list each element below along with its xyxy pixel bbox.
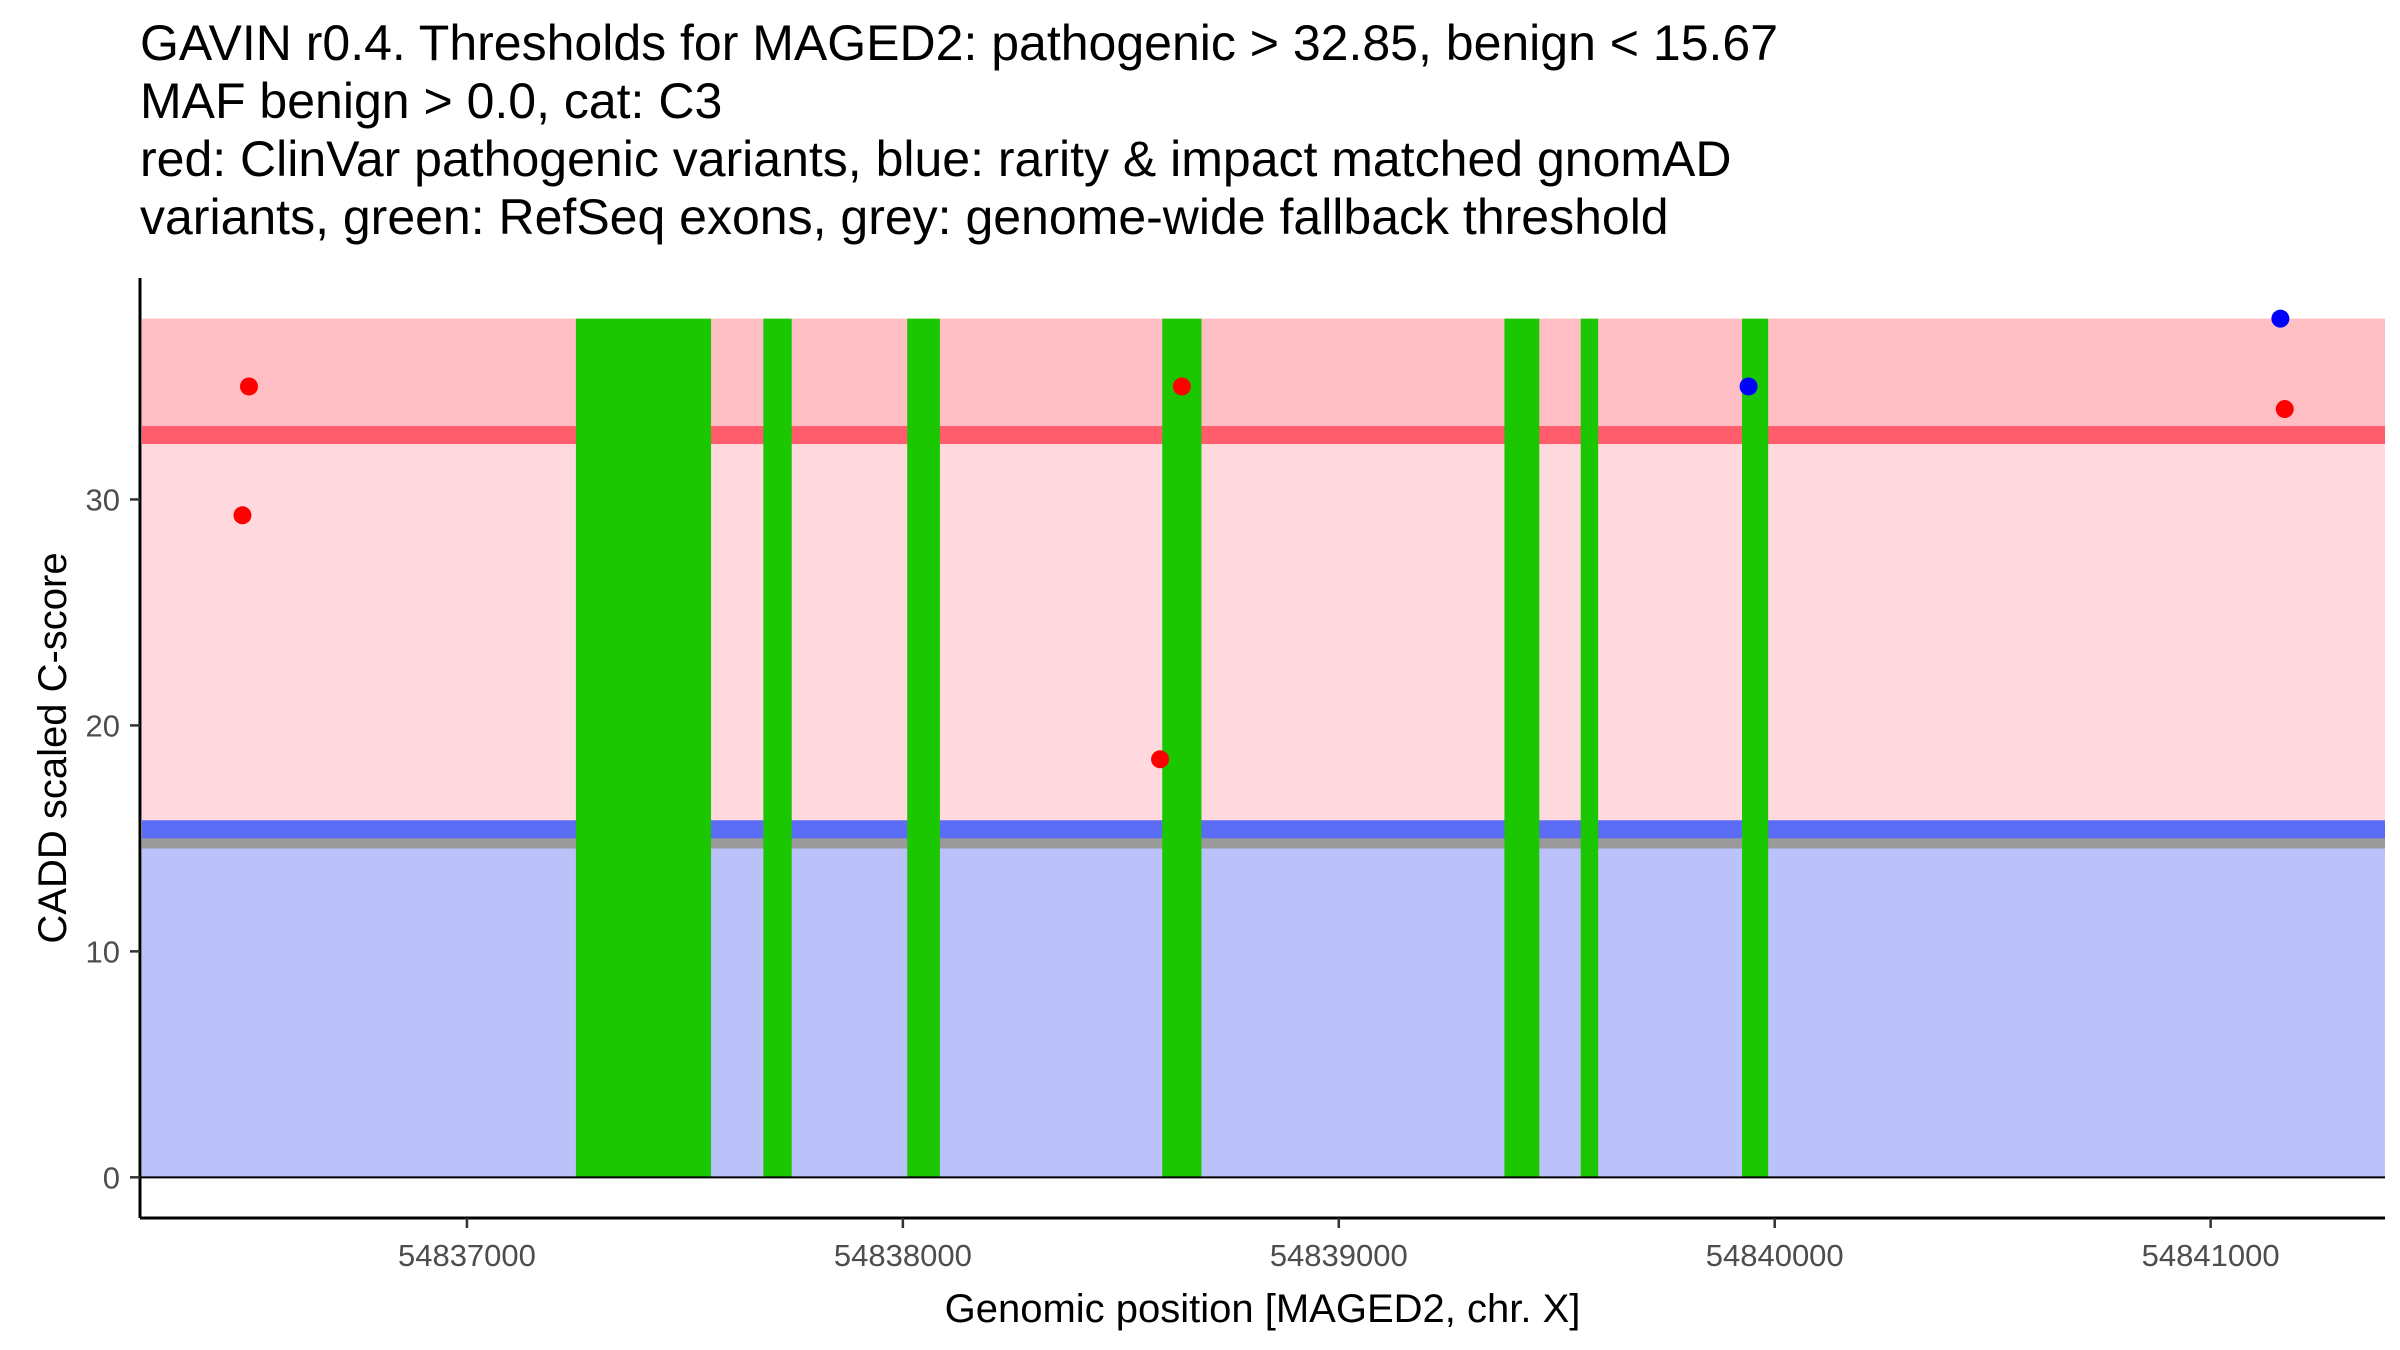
- y-axis-title: CADD scaled C-score: [31, 552, 75, 943]
- exon-bar-7: [1742, 318, 1769, 1178]
- threshold-regions: [142, 318, 2385, 1178]
- title-line-2: MAF benign > 0.0, cat: C3: [140, 73, 723, 129]
- y-tick-label-20: 20: [86, 708, 120, 743]
- clinvar-point-2: [233, 506, 252, 525]
- variant-points: [233, 309, 2294, 769]
- x-tick-label-2: 54838000: [834, 1238, 972, 1273]
- y-tick-label-0: 0: [103, 1160, 120, 1195]
- title-line-3: red: ClinVar pathogenic variants, blue: …: [140, 131, 1732, 187]
- clinvar-point-3: [1151, 750, 1170, 769]
- pathogenic-threshold-line: [142, 426, 2385, 445]
- y-tick-label-10: 10: [86, 934, 120, 969]
- chart-title: GAVIN r0.4. Thresholds for MAGED2: patho…: [140, 14, 2380, 246]
- x-axis-title: Genomic position [MAGED2, chr. X]: [945, 1287, 1581, 1331]
- clinvar-point-1: [239, 377, 258, 396]
- pathogenic-upper-band: [142, 318, 2385, 436]
- exon-bar-4: [1162, 318, 1202, 1178]
- x-tick-label-5: 54841000: [2142, 1238, 2280, 1273]
- gnomad-point-2: [2271, 309, 2290, 328]
- exon-bar-1: [575, 318, 712, 1178]
- exon-bar-3: [907, 318, 940, 1178]
- x-tick-label-1: 54837000: [398, 1238, 536, 1273]
- benign-band: [142, 823, 2385, 1178]
- x-tick-label-3: 54839000: [1270, 1238, 1408, 1273]
- title-line-1: GAVIN r0.4. Thresholds for MAGED2: patho…: [140, 15, 1779, 71]
- clinvar-point-4: [1172, 377, 1191, 396]
- title-line-4: variants, green: RefSeq exons, grey: gen…: [140, 189, 1669, 245]
- exon-bar-6: [1580, 318, 1599, 1178]
- y-tick-label-30: 30: [86, 482, 120, 517]
- exon-bar-2: [763, 318, 792, 1178]
- exon-bar-5: [1504, 318, 1540, 1178]
- x-tick-label-4: 54840000: [1706, 1238, 1844, 1273]
- clinvar-point-5: [2275, 400, 2294, 419]
- exon-bars: [575, 318, 1769, 1178]
- benign-threshold-line: [142, 820, 2385, 839]
- axes: 0 10 20 30 54837000 54838000 54839000 54840000 5…: [86, 278, 2385, 1273]
- gnomad-point-1: [1739, 377, 1758, 396]
